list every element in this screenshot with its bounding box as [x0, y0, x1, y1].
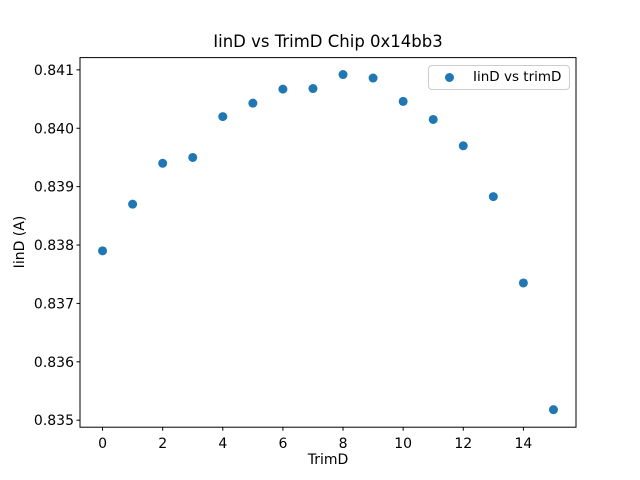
x-tick-label: 10: [394, 436, 412, 452]
y-tick-label: 0.835: [34, 413, 74, 429]
x-axis-label: TrimD: [307, 452, 349, 468]
data-point: [128, 199, 138, 209]
y-tick-label: 0.837: [34, 296, 74, 312]
axes-frame: [79, 57, 577, 428]
data-point: [488, 192, 498, 202]
y-tick-label: 0.839: [34, 180, 74, 196]
y-tick-label: 0.840: [34, 121, 74, 137]
scatter-marker-icon: [444, 72, 454, 82]
data-point: [98, 246, 108, 256]
data-point: [158, 158, 168, 168]
legend: IinD vs trimD: [428, 64, 570, 90]
x-tick-label: 2: [158, 436, 167, 452]
chart-title: IinD vs TrimD Chip 0x14bb3: [213, 32, 443, 51]
legend-handle: [435, 72, 463, 82]
legend-label: IinD vs trimD: [473, 69, 562, 85]
data-point: [248, 98, 258, 108]
x-tick-label: 6: [278, 436, 287, 452]
data-point: [458, 141, 468, 151]
data-point: [218, 112, 228, 122]
y-tick-label: 0.836: [34, 355, 74, 371]
y-axis-label: IinD (A): [12, 215, 28, 269]
x-tick-label: 14: [514, 436, 532, 452]
y-tick-label: 0.838: [34, 238, 74, 254]
x-tick-label: 4: [218, 436, 227, 452]
x-tick-label: 0: [98, 436, 107, 452]
data-point: [308, 84, 318, 94]
data-point: [368, 73, 378, 83]
data-point: [188, 152, 198, 162]
data-point: [428, 114, 438, 124]
x-tick-label: 8: [339, 436, 348, 452]
data-point: [518, 278, 528, 288]
x-tick-label: 12: [454, 436, 472, 452]
data-point: [548, 405, 558, 415]
data-point: [398, 96, 408, 106]
data-point: [338, 70, 348, 80]
data-point: [278, 84, 288, 94]
y-tick-label: 0.841: [34, 63, 74, 79]
